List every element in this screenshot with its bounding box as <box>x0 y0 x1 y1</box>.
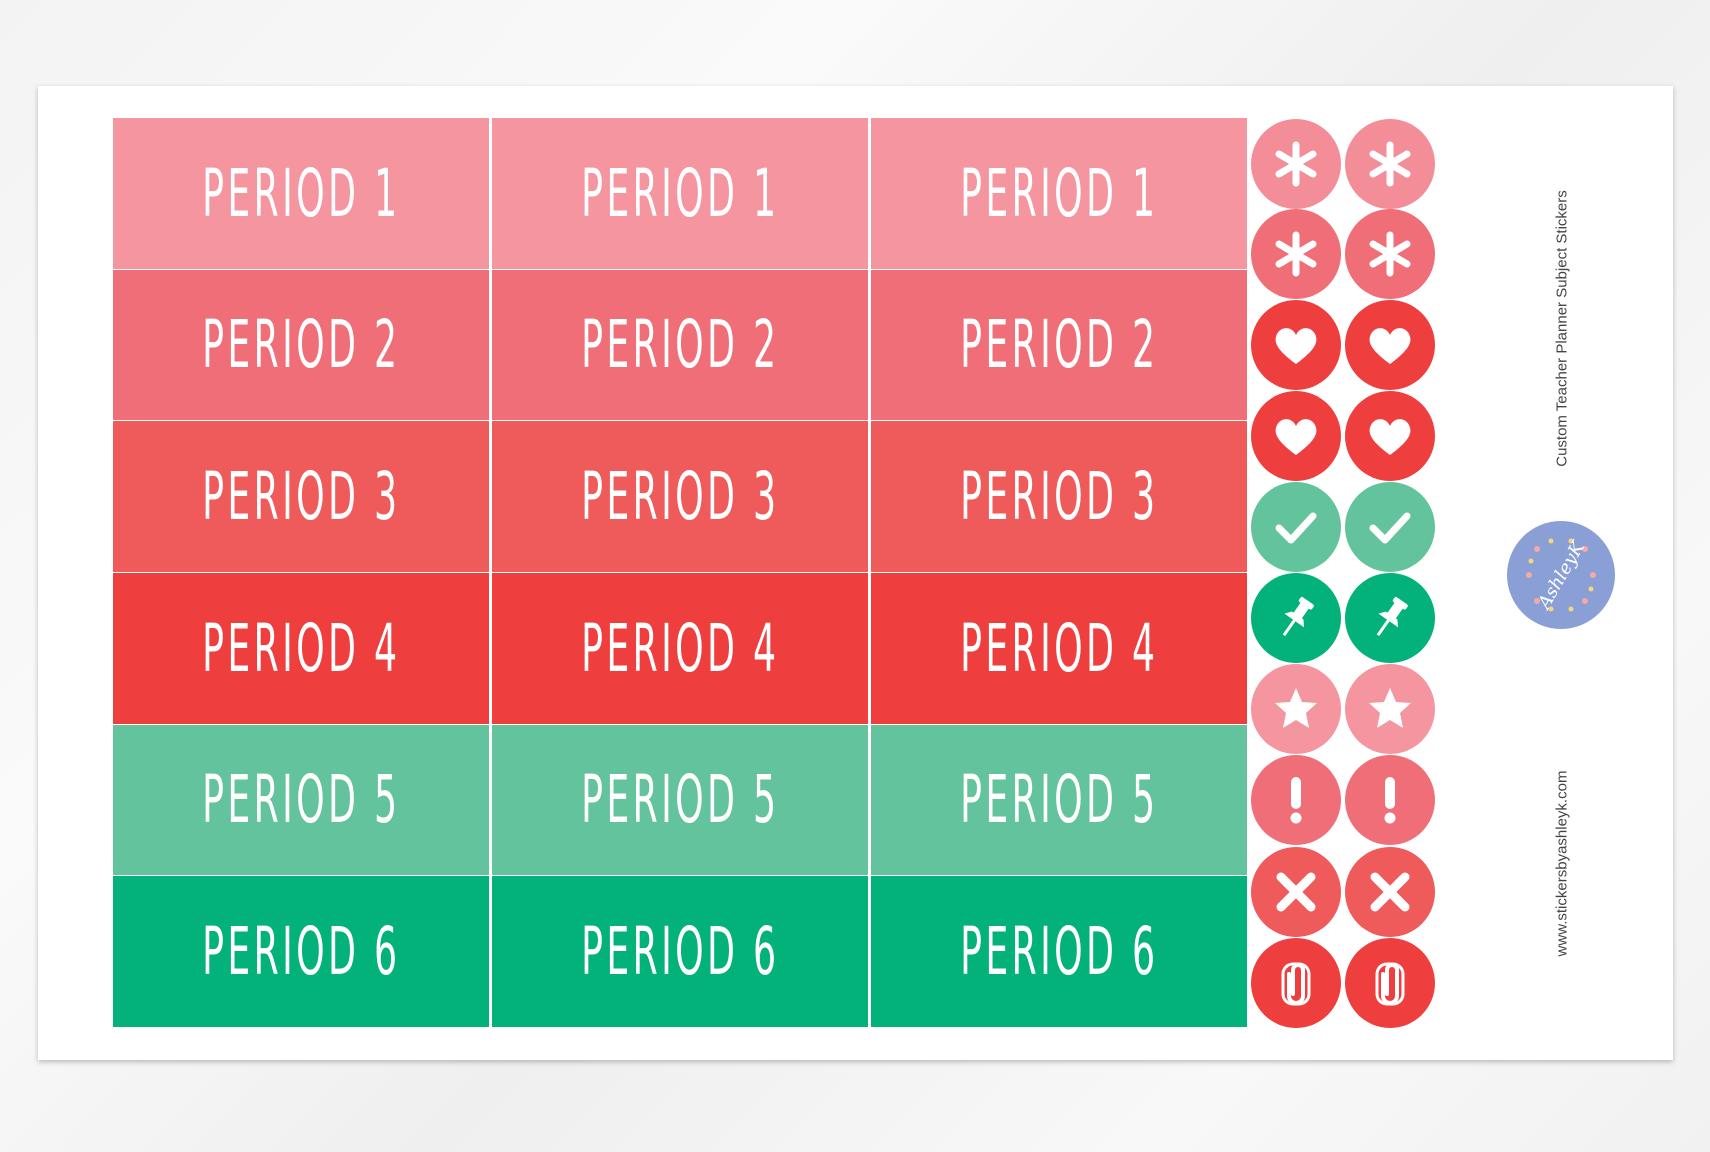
period-sticker: PERIOD 3 <box>871 421 1247 572</box>
icon-sticker <box>1251 119 1341 209</box>
icon-sticker <box>1251 938 1341 1028</box>
website-url: www.stickersbyashleyk.com <box>1553 770 1571 957</box>
icon-sticker <box>1345 573 1435 663</box>
period-sticker: PERIOD 3 <box>113 421 489 572</box>
icon-sticker <box>1251 847 1341 937</box>
period-label: PERIOD 2 <box>959 306 1159 384</box>
period-label: PERIOD 3 <box>959 458 1159 536</box>
period-sticker: PERIOD 2 <box>113 269 489 421</box>
heart-icon <box>1275 328 1317 364</box>
period-sticker: PERIOD 4 <box>492 573 868 724</box>
period-label: PERIOD 6 <box>580 913 780 991</box>
exclamation-icon <box>1290 777 1302 824</box>
heart-icon <box>1369 328 1411 364</box>
period-label: PERIOD 6 <box>959 913 1159 991</box>
period-sticker: PERIOD 5 <box>492 724 868 876</box>
period-label: PERIOD 5 <box>201 761 401 839</box>
period-sticker: PERIOD 1 <box>113 118 489 269</box>
period-label: PERIOD 2 <box>580 306 780 384</box>
period-label: PERIOD 5 <box>580 761 780 839</box>
paperclip-icon <box>1375 962 1405 1006</box>
asterisk-icon <box>1275 141 1317 187</box>
x-icon <box>1276 872 1316 912</box>
period-label: PERIOD 3 <box>580 458 780 536</box>
icon-sticker <box>1345 300 1435 390</box>
pushpin-icon <box>1282 596 1314 637</box>
icon-sticker <box>1251 300 1341 390</box>
period-sticker-grid: PERIOD 1 PERIOD 1 PERIOD 1 PERIOD 2 PERIOD 2… <box>113 118 1247 1027</box>
pushpin-icon <box>1376 596 1408 637</box>
svg-text:AshleyK: AshleyK <box>1533 537 1590 615</box>
paperclip-icon <box>1281 962 1311 1006</box>
icon-sticker <box>1251 755 1341 845</box>
period-sticker: PERIOD 1 <box>871 118 1247 269</box>
period-label: PERIOD 4 <box>959 609 1159 687</box>
icon-sticker <box>1251 573 1341 663</box>
exclamation-icon <box>1384 777 1396 824</box>
icon-sticker <box>1345 664 1435 754</box>
icon-sticker <box>1345 391 1435 481</box>
period-label: PERIOD 4 <box>201 609 401 687</box>
star-icon <box>1369 688 1411 728</box>
icon-sticker <box>1345 755 1435 845</box>
asterisk-icon <box>1275 231 1317 277</box>
period-label: PERIOD 1 <box>580 154 780 232</box>
period-label: PERIOD 1 <box>959 154 1159 232</box>
icon-sticker <box>1345 482 1435 572</box>
icon-sticker <box>1345 847 1435 937</box>
period-label: PERIOD 5 <box>959 761 1159 839</box>
icon-sticker <box>1251 391 1341 481</box>
x-icon <box>1370 872 1410 912</box>
icon-sticker <box>1345 938 1435 1028</box>
icon-sticker <box>1251 482 1341 572</box>
sheet-title: Custom Teacher Planner Subject Stickers <box>1553 190 1571 467</box>
period-sticker: PERIOD 5 <box>113 724 489 876</box>
icon-sticker <box>1345 119 1435 209</box>
period-sticker: PERIOD 6 <box>492 876 868 1027</box>
period-sticker: PERIOD 5 <box>871 724 1247 876</box>
asterisk-icon <box>1369 141 1411 187</box>
period-label: PERIOD 6 <box>201 913 401 991</box>
check-icon <box>1275 512 1317 544</box>
icon-sticker <box>1251 209 1341 299</box>
ashleyk-logo: AshleyK <box>1507 521 1615 629</box>
period-sticker: PERIOD 2 <box>871 269 1247 421</box>
star-icon <box>1275 688 1317 728</box>
period-sticker: PERIOD 6 <box>871 876 1247 1027</box>
period-label: PERIOD 2 <box>201 306 401 384</box>
heart-icon <box>1369 419 1411 455</box>
icon-sticker <box>1345 209 1435 299</box>
period-sticker: PERIOD 1 <box>492 118 868 269</box>
period-sticker: PERIOD 3 <box>492 421 868 572</box>
asterisk-icon <box>1369 231 1411 277</box>
period-label: PERIOD 3 <box>201 458 401 536</box>
period-sticker: PERIOD 2 <box>492 269 868 421</box>
heart-icon <box>1275 419 1317 455</box>
check-icon <box>1369 512 1411 544</box>
period-label: PERIOD 1 <box>201 154 401 232</box>
period-label: PERIOD 4 <box>580 609 780 687</box>
logo-mark: AshleyK <box>1526 537 1596 615</box>
icon-sticker <box>1251 664 1341 754</box>
period-sticker: PERIOD 4 <box>113 573 489 724</box>
period-sticker: PERIOD 4 <box>871 573 1247 724</box>
period-sticker: PERIOD 6 <box>113 876 489 1027</box>
